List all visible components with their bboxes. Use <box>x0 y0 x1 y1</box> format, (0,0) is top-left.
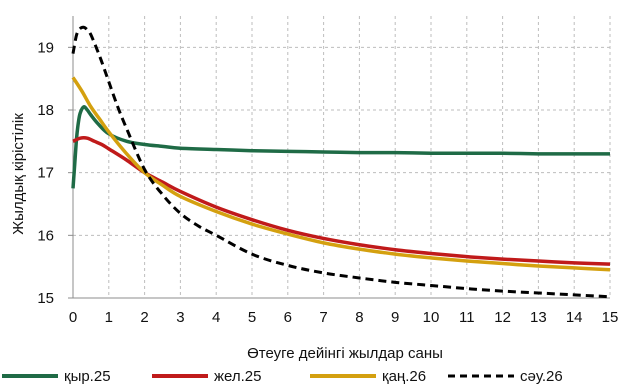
x-tick-label: 5 <box>248 309 256 326</box>
legend-item-series-2: жел.25 <box>150 364 261 388</box>
legend-item-series-3: қаң.26 <box>308 364 426 388</box>
legend-swatch-series-2 <box>152 374 208 378</box>
x-tick-label: 15 <box>602 309 619 326</box>
x-tick-label: 14 <box>566 309 583 326</box>
x-tick-label: 8 <box>355 309 363 326</box>
x-tick-label: 6 <box>284 309 292 326</box>
x-tick-label: 9 <box>391 309 399 326</box>
chart-legend: қыр.25 жел.25 қаң.26 сәу.26 <box>0 364 628 388</box>
y-tick-label: 15 <box>37 290 54 307</box>
legend-label-series-3: қаң.26 <box>382 367 427 385</box>
legend-item-series-1: қыр.25 <box>0 364 111 388</box>
x-tick-label: 4 <box>212 309 220 326</box>
legend-label-series-1: қыр.25 <box>64 367 111 385</box>
y-tick-label: 16 <box>37 227 54 244</box>
x-axis-label: Өтеуге дейінгі жылдар саны <box>247 345 443 362</box>
x-tick-label: 7 <box>319 309 327 326</box>
legend-swatch-series-1 <box>2 374 58 378</box>
legend-swatch-series-3 <box>310 374 376 378</box>
legend-swatch-series-4 <box>448 374 514 378</box>
legend-label-series-4: сәу.26 <box>520 367 563 385</box>
y-tick-label: 17 <box>37 165 54 182</box>
x-tick-label: 13 <box>530 309 547 326</box>
x-tick-label: 3 <box>176 309 184 326</box>
series-line-4 <box>71 25 611 299</box>
y-tick-label: 19 <box>37 39 54 56</box>
y-axis-label: Жылдық кірістілік <box>10 113 27 235</box>
x-tick-label: 12 <box>494 309 511 326</box>
y-tick-label: 18 <box>37 102 54 119</box>
x-tick-label: 1 <box>105 309 113 326</box>
x-tick-label: 11 <box>459 309 475 326</box>
series-line-3 <box>71 76 611 272</box>
x-tick-label: 0 <box>69 309 77 326</box>
chart-grid <box>68 16 611 299</box>
legend-label-series-2: жел.25 <box>214 367 262 385</box>
series-line-2 <box>72 136 611 266</box>
x-tick-label: 10 <box>423 309 440 326</box>
series-line-1 <box>71 105 610 189</box>
x-tick-label: 2 <box>140 309 148 326</box>
chart-series <box>71 25 611 299</box>
legend-item-series-4: сәу.26 <box>446 364 563 388</box>
